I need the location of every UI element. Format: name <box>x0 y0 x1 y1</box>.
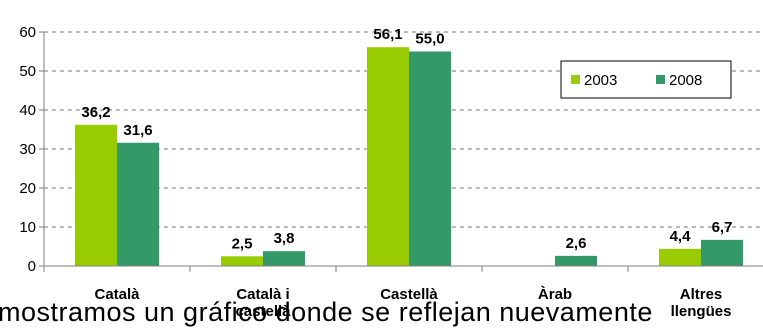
legend-swatch-2003 <box>571 75 580 84</box>
bar-2008-4 <box>555 256 597 266</box>
y-tick-label: 0 <box>28 258 36 275</box>
y-tick-label: 30 <box>19 141 36 158</box>
caption-text: mostramos un gráfico donde se reflejan n… <box>0 297 763 328</box>
bar-2003-5 <box>659 249 701 266</box>
bar-2008-2 <box>263 251 305 266</box>
data-label: 2,5 <box>232 235 253 252</box>
y-tick-label: 10 <box>19 219 36 236</box>
bar-2008-5 <box>701 240 743 266</box>
legend: 2003 2008 <box>561 61 731 98</box>
y-tick-label: 60 <box>19 24 36 41</box>
bar-2003-1 <box>75 125 117 266</box>
data-label: 56,1 <box>373 26 402 43</box>
legend-label-2003: 2003 <box>584 72 617 89</box>
legend-swatch-2008 <box>656 75 665 84</box>
data-label: 36,2 <box>81 104 110 121</box>
data-label: 3,8 <box>274 230 295 247</box>
bar-2003-2 <box>221 256 263 266</box>
data-label: 2,6 <box>566 235 587 252</box>
bar-2008-3 <box>409 52 451 267</box>
bar-2003-3 <box>367 47 409 266</box>
data-label: 31,6 <box>123 122 152 139</box>
data-label: 6,7 <box>712 219 733 236</box>
data-label: 55,0 <box>415 31 444 48</box>
legend-label-2008: 2008 <box>669 72 702 89</box>
y-axis: 0 10 20 30 40 50 60 <box>19 24 44 275</box>
y-tick-label: 40 <box>19 102 36 119</box>
y-tick-label: 20 <box>19 180 36 197</box>
y-tick-label: 50 <box>19 63 36 80</box>
bar-2008-1 <box>117 143 159 266</box>
data-label: 4,4 <box>670 228 692 245</box>
